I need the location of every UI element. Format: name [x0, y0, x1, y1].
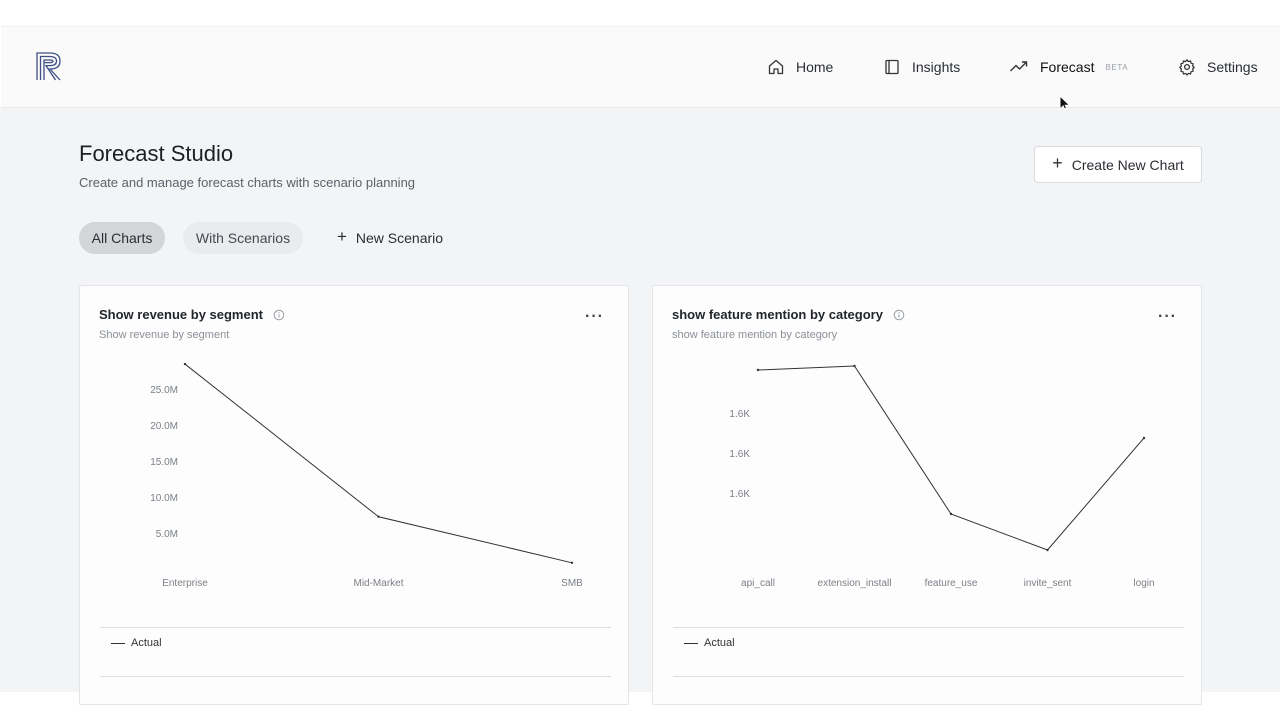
legend-label: Actual: [704, 637, 735, 649]
data-point[interactable]: [183, 362, 187, 366]
legend-swatch: [111, 642, 125, 644]
create-new-chart-label: Create New Chart: [1071, 156, 1184, 173]
chart-card-subtitle: Show revenue by segment: [99, 329, 230, 341]
data-point[interactable]: [570, 561, 574, 564]
divider: [100, 627, 611, 628]
data-point[interactable]: [949, 512, 953, 516]
info-icon[interactable]: [893, 309, 905, 321]
feature-mention-line-chart: 1.6K 1.6K 1.6K api_call extension_install fea…: [729, 364, 1155, 589]
gear-icon: [1179, 59, 1195, 76]
data-point[interactable]: [1142, 436, 1146, 440]
nav-forecast-label: Forecast: [1040, 59, 1095, 75]
info-icon[interactable]: [273, 309, 285, 321]
main-content: Forecast Studio Create and manage foreca…: [0, 108, 1280, 705]
divider: [100, 676, 611, 677]
data-point[interactable]: [377, 515, 380, 518]
x-tick-label: Enterprise: [162, 578, 208, 589]
y-tick-label: 1.6K: [729, 489, 750, 500]
x-tick-label: SMB: [561, 578, 583, 589]
more-options-icon[interactable]: ···: [1158, 308, 1177, 325]
chart-card-title: Show revenue by segment: [99, 307, 285, 322]
tab-all-charts[interactable]: All Charts: [79, 222, 165, 254]
data-point[interactable]: [756, 368, 760, 372]
data-point[interactable]: [853, 364, 856, 368]
trend-up-icon: [1010, 61, 1028, 72]
chart-card-feature-mention[interactable]: 1.6K 1.6K 1.6K api_call extension_install fea…: [652, 285, 1202, 705]
book-icon: [885, 59, 899, 75]
nav-insights-label: Insights: [912, 59, 961, 75]
series-line[interactable]: [757, 365, 1145, 551]
legend-label: Actual: [131, 637, 162, 649]
new-scenario-label: New Scenario: [355, 230, 444, 246]
divider: [673, 627, 1184, 628]
y-tick-label: 25.0M: [150, 385, 178, 396]
y-tick-label: 15.0M: [150, 457, 178, 468]
chart-legend: Actual: [684, 637, 735, 649]
home-icon: [768, 59, 784, 75]
nav-forecast[interactable]: Forecast BETA: [1009, 55, 1128, 79]
y-tick-label: 5.0M: [156, 529, 178, 540]
chart-card-subtitle: show feature mention by category: [672, 329, 838, 341]
divider: [673, 676, 1184, 677]
chart-title-text: Show revenue by segment: [99, 307, 263, 322]
chart-legend: Actual: [111, 637, 162, 649]
nav-home[interactable]: Home: [767, 55, 833, 79]
y-tick-label: 10.0M: [150, 493, 178, 504]
nav-home-label: Home: [796, 59, 834, 75]
revenue-line-chart: 25.0M 20.0M 15.0M 10.0M 5.0M Enterprise Mid-Ma…: [150, 362, 583, 589]
y-tick-label: 20.0M: [150, 421, 178, 432]
x-tick-label: invite_sent: [1024, 578, 1072, 589]
nav-settings-label: Settings: [1207, 59, 1258, 75]
series-line[interactable]: [184, 363, 573, 564]
data-point[interactable]: [1046, 548, 1049, 552]
beta-badge: BETA: [1105, 63, 1129, 72]
chart-card-title: show feature mention by category: [672, 307, 905, 322]
chart-title-text: show feature mention by category: [672, 307, 883, 322]
more-options-icon[interactable]: ···: [585, 308, 604, 325]
brand-logo-icon[interactable]: [35, 51, 63, 81]
y-tick-label: 1.6K: [729, 409, 750, 420]
x-tick-label: api_call: [741, 578, 775, 589]
x-tick-label: Mid-Market: [353, 578, 403, 589]
x-tick-label: login: [1133, 578, 1154, 589]
nav-insights[interactable]: Insights: [883, 55, 960, 79]
nav-settings[interactable]: Settings: [1178, 55, 1258, 79]
x-tick-label: extension_install: [818, 578, 892, 589]
top-navigation-bar: Home Insights Forecast BETA Settings: [1, 26, 1280, 113]
plus-icon: +: [1052, 153, 1063, 173]
chart-card-revenue[interactable]: 25.0M 20.0M 15.0M 10.0M 5.0M Enterprise Mid-Ma…: [79, 285, 629, 705]
page-title: Forecast Studio: [79, 141, 234, 166]
tab-with-scenarios[interactable]: With Scenarios: [183, 222, 303, 254]
plus-icon: +: [336, 227, 347, 246]
create-new-chart-button[interactable]: + Create New Chart: [1034, 146, 1202, 183]
new-scenario-button[interactable]: + New Scenario: [330, 222, 450, 254]
page-subtitle: Create and manage forecast charts with s…: [79, 175, 416, 190]
y-tick-label: 1.6K: [729, 449, 750, 460]
x-tick-label: feature_use: [925, 578, 978, 589]
legend-swatch: [684, 642, 698, 644]
